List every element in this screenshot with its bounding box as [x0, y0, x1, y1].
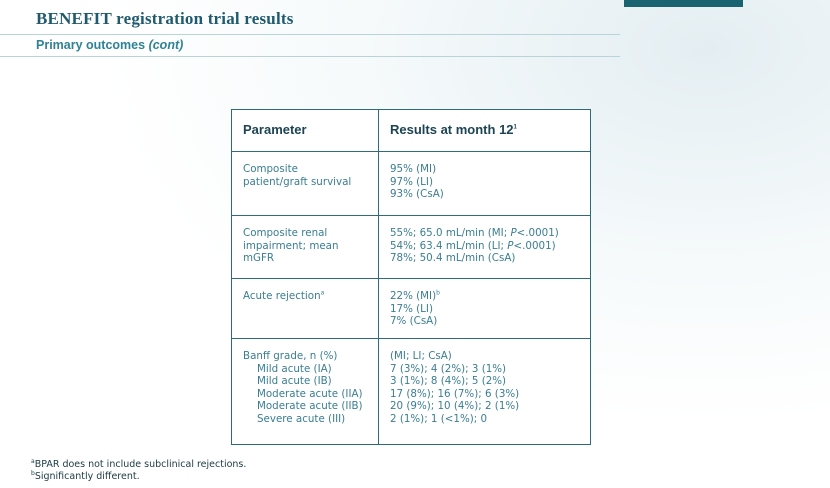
result-cell: (MI; LI; CsA) 7 (3%); 4 (2%); 3 (1%) 3 (… — [378, 338, 591, 445]
result-line: 20 (9%); 10 (4%); 2 (1%) — [390, 400, 520, 412]
result-line: 95% (MI) — [390, 163, 437, 175]
footnote-text: Significantly different. — [34, 471, 140, 482]
param-line: Acute rejectiona — [243, 290, 367, 303]
footnote-b: bSignificantly different. — [31, 469, 140, 482]
param-subline: Moderate acute (IIB) — [257, 400, 363, 412]
header-parameter: Parameter — [231, 109, 379, 152]
divider — [0, 56, 620, 57]
param-cell: Composite renal impairment; mean mGFR — [231, 215, 379, 279]
result-cell: 55%; 65.0 mL/min (MI; P<.0001) 54%; 63.4… — [378, 215, 591, 279]
accent-bar — [624, 0, 743, 7]
param-cell: Acute rejectiona — [231, 278, 379, 339]
param-line: Composite — [243, 163, 298, 175]
footnote-a: aBPAR does not include subclinical rejec… — [31, 457, 247, 470]
param-line: Composite renal — [243, 227, 328, 239]
param-cell: Banff grade, n (%) Mild acute (IA) Mild … — [231, 338, 379, 445]
param-cell: Composite patient/graft survival — [231, 151, 379, 216]
result-line: 22% (MI)b — [390, 290, 579, 303]
result-line: 54%; 63.4 mL/min (LI; P<.0001) — [390, 239, 556, 252]
result-line: 55%; 65.0 mL/min (MI; P<.0001) — [390, 227, 559, 239]
footnote-marker: b — [436, 289, 440, 297]
param-text: Acute rejection — [243, 290, 321, 302]
result-line: 3 (1%); 8 (4%); 5 (2%) — [390, 375, 507, 387]
header-results: Results at month 121 — [378, 109, 591, 152]
result-line: 7 (3%); 4 (2%); 3 (1%) — [390, 362, 507, 375]
result-line: 78%; 50.4 mL/min (CsA) — [390, 252, 516, 264]
result-line: 7% (CsA) — [390, 315, 438, 327]
footnote-marker: a — [320, 289, 325, 297]
footnote-text: BPAR does not include subclinical reject… — [34, 459, 247, 470]
result-cell: 22% (MI)b 17% (LI) 7% (CsA) — [378, 278, 591, 339]
result-line: 17 (8%); 16 (7%); 6 (3%) — [390, 387, 520, 400]
footnote-marker: a — [31, 457, 35, 465]
param-line: patient/graft survival — [243, 175, 352, 188]
result-text: 22% (MI) — [390, 290, 437, 302]
p-value-symbol: P — [510, 227, 517, 239]
table-row: Composite patient/graft survival 95% (MI… — [231, 151, 591, 216]
results-table: Parameter Results at month 121 Composite… — [231, 109, 591, 445]
page-subtitle: Primary outcomes (cont) — [36, 38, 183, 52]
page-title: BENEFIT registration trial results — [36, 9, 294, 28]
table-row: Composite renal impairment; mean mGFR 55… — [231, 215, 591, 279]
result-line: 2 (1%); 1 (<1%); 0 — [390, 412, 488, 425]
subtitle-main: Primary outcomes — [36, 38, 146, 52]
subtitle-italic: (cont) — [148, 38, 184, 52]
table-row: Banff grade, n (%) Mild acute (IA) Mild … — [231, 338, 591, 445]
footnote-marker: b — [31, 469, 35, 477]
result-line: 17% (LI) — [390, 302, 433, 315]
param-subline: Severe acute (III) — [257, 412, 346, 425]
param-line: Banff grade, n (%) — [243, 350, 338, 362]
param-line: mGFR — [243, 252, 275, 264]
param-subline: Mild acute (IA) — [257, 362, 332, 375]
result-cell: 95% (MI) 97% (LI) 93% (CsA) — [378, 151, 591, 216]
param-line: impairment; mean — [243, 239, 339, 252]
table-header-row: Parameter Results at month 121 — [231, 109, 591, 152]
param-subline: Mild acute (IB) — [257, 375, 332, 387]
result-line: 97% (LI) — [390, 175, 433, 188]
header-results-label: Results at month 12 — [390, 122, 514, 137]
result-line: (MI; LI; CsA) — [390, 350, 452, 362]
param-subline: Moderate acute (IIA) — [257, 387, 363, 400]
header-results-sup: 1 — [513, 124, 517, 131]
divider — [0, 34, 620, 35]
result-line: 93% (CsA) — [390, 188, 444, 200]
table-row: Acute rejectiona 22% (MI)b 17% (LI) 7% (… — [231, 278, 591, 339]
p-value-symbol: P — [507, 239, 514, 252]
